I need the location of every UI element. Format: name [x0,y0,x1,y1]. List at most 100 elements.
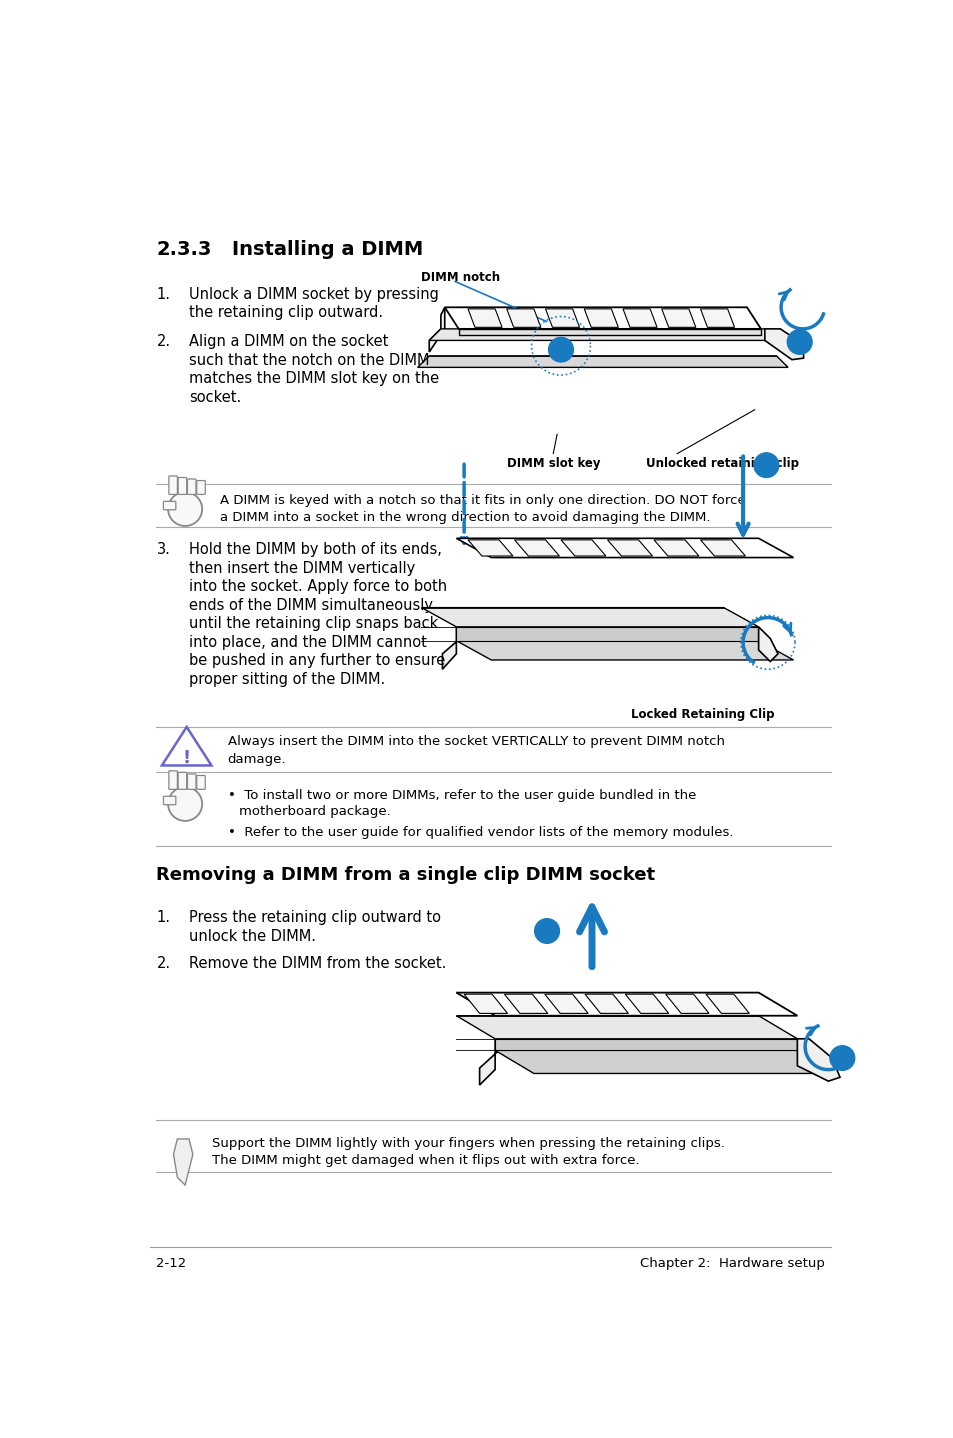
Polygon shape [444,308,760,329]
Text: Always insert the DIMM into the socket VERTICALLY to prevent DIMM notch: Always insert the DIMM into the socket V… [228,735,724,748]
Polygon shape [479,1038,498,1086]
Text: •  To install two or more DIMMs, refer to the user guide bundled in the: • To install two or more DIMMs, refer to… [228,788,696,801]
Text: 2-12: 2-12 [156,1257,187,1270]
Text: proper sitting of the DIMM.: proper sitting of the DIMM. [189,672,385,686]
Text: such that the notch on the DIMM: such that the notch on the DIMM [189,352,429,368]
Text: damage.: damage. [228,754,286,766]
Polygon shape [583,309,618,328]
Polygon shape [456,641,793,660]
FancyBboxPatch shape [178,477,187,495]
Text: into place, and the DIMM cannot: into place, and the DIMM cannot [189,634,426,650]
Text: be pushed in any further to ensure: be pushed in any further to ensure [189,653,445,669]
Polygon shape [705,994,748,1014]
Text: motherboard package.: motherboard package. [239,805,391,818]
Polygon shape [654,539,699,557]
FancyBboxPatch shape [187,479,195,495]
Polygon shape [624,994,668,1014]
Text: 1.: 1. [156,286,171,302]
Text: ends of the DIMM simultaneously: ends of the DIMM simultaneously [189,598,433,613]
Text: 3.: 3. [156,542,171,557]
Polygon shape [458,329,760,335]
Text: Hold the DIMM by both of its ends,: Hold the DIMM by both of its ends, [189,542,441,557]
Polygon shape [429,329,776,341]
Text: then insert the DIMM vertically: then insert the DIMM vertically [189,561,415,575]
FancyBboxPatch shape [163,797,175,805]
Polygon shape [456,992,797,1015]
Text: Unlocked retaining clip: Unlocked retaining clip [645,457,799,470]
Text: the retaining clip outward.: the retaining clip outward. [189,305,383,321]
Polygon shape [661,309,695,328]
Circle shape [829,1045,854,1070]
Text: 2: 2 [542,925,551,938]
Polygon shape [173,1139,193,1185]
Polygon shape [456,538,793,558]
FancyBboxPatch shape [178,772,187,789]
Text: DIMM notch: DIMM notch [421,272,500,285]
Polygon shape [764,329,802,360]
Text: Press the retaining clip outward to: Press the retaining clip outward to [189,910,440,925]
Polygon shape [456,627,758,641]
Polygon shape [429,308,444,352]
Polygon shape [544,994,587,1014]
Text: 2.3.3: 2.3.3 [156,240,212,259]
Text: A DIMM is keyed with a notch so that it fits in only one direction. DO NOT force: A DIMM is keyed with a notch so that it … [220,495,745,508]
Text: Locked Retaining Clip: Locked Retaining Clip [630,707,774,720]
Text: 1: 1 [837,1051,846,1064]
Text: DIMM slot key: DIMM slot key [506,457,599,470]
Polygon shape [421,608,758,627]
Polygon shape [417,355,787,367]
Polygon shape [607,539,652,557]
Polygon shape [464,994,507,1014]
Circle shape [548,338,573,362]
Polygon shape [504,994,547,1014]
Text: Unlock a DIMM socket by pressing: Unlock a DIMM socket by pressing [189,286,438,302]
Text: Chapter 2:  Hardware setup: Chapter 2: Hardware setup [639,1257,823,1270]
Polygon shape [456,1015,797,1038]
Text: Support the DIMM lightly with your fingers when pressing the retaining clips.: Support the DIMM lightly with your finge… [212,1137,724,1150]
FancyBboxPatch shape [187,774,195,789]
Text: unlock the DIMM.: unlock the DIMM. [189,929,315,943]
Polygon shape [560,539,605,557]
Polygon shape [584,994,628,1014]
Text: Installing a DIMM: Installing a DIMM [232,240,422,259]
Text: 1.: 1. [156,910,171,925]
Text: Removing a DIMM from a single clip DIMM socket: Removing a DIMM from a single clip DIMM … [156,866,655,883]
Polygon shape [514,539,558,557]
Polygon shape [700,309,734,328]
Text: matches the DIMM slot key on the: matches the DIMM slot key on the [189,371,438,387]
Polygon shape [442,627,459,669]
Text: a DIMM into a socket in the wrong direction to avoid damaging the DIMM.: a DIMM into a socket in the wrong direct… [220,512,710,525]
Polygon shape [495,1050,835,1073]
Circle shape [534,919,558,943]
FancyBboxPatch shape [196,775,205,789]
Text: 2.: 2. [156,956,171,972]
Polygon shape [622,309,657,328]
Polygon shape [545,309,579,328]
Text: 3: 3 [761,459,770,472]
Text: The DIMM might get damaged when it flips out with extra force.: The DIMM might get damaged when it flips… [212,1155,639,1168]
FancyBboxPatch shape [196,480,205,495]
Text: 2: 2 [556,344,565,357]
Polygon shape [700,539,744,557]
Circle shape [753,453,778,477]
Text: Remove the DIMM from the socket.: Remove the DIMM from the socket. [189,956,446,972]
FancyBboxPatch shape [169,476,177,495]
Text: 2.: 2. [156,334,171,349]
Polygon shape [797,1038,840,1081]
Text: Align a DIMM on the socket: Align a DIMM on the socket [189,334,388,349]
Polygon shape [468,539,513,557]
Polygon shape [506,309,540,328]
Circle shape [168,492,202,526]
FancyBboxPatch shape [163,502,175,510]
FancyBboxPatch shape [169,771,177,789]
Text: 1: 1 [795,335,803,348]
Polygon shape [665,994,708,1014]
Polygon shape [758,627,778,661]
Circle shape [786,329,811,354]
Circle shape [168,787,202,821]
Text: socket.: socket. [189,390,241,404]
Text: !: ! [182,749,191,766]
Text: until the retaining clip snaps back: until the retaining clip snaps back [189,615,437,631]
Polygon shape [495,1038,797,1050]
Text: •  Refer to the user guide for qualified vendor lists of the memory modules.: • Refer to the user guide for qualified … [228,825,733,838]
